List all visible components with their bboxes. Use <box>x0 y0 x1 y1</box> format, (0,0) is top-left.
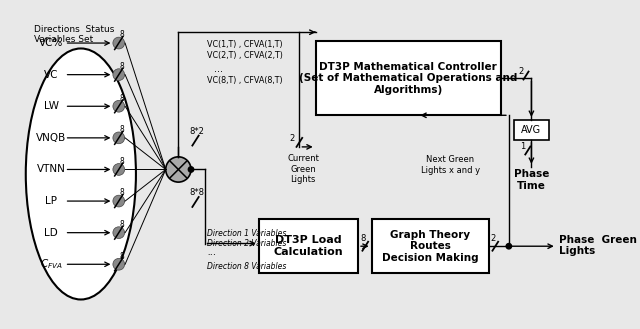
Text: 8*2: 8*2 <box>189 127 204 136</box>
Text: VC(1,T) , CFVA(1,T): VC(1,T) , CFVA(1,T) <box>207 40 283 49</box>
Text: 8: 8 <box>361 235 366 243</box>
Text: 8: 8 <box>119 62 124 71</box>
Text: LW: LW <box>44 101 58 111</box>
Text: LP: LP <box>45 196 57 206</box>
Text: ...: ... <box>207 247 216 257</box>
Text: 8: 8 <box>119 125 124 134</box>
Text: 8: 8 <box>119 252 124 261</box>
Text: 2: 2 <box>289 134 295 143</box>
Text: Phase  Green
Lights: Phase Green Lights <box>559 235 637 256</box>
Ellipse shape <box>26 48 136 299</box>
Circle shape <box>113 100 125 112</box>
Text: 8: 8 <box>119 94 124 103</box>
Text: VC%: VC% <box>39 38 63 48</box>
Text: VC: VC <box>44 70 58 80</box>
Text: 8: 8 <box>119 30 124 39</box>
Bar <box>515 120 548 140</box>
Circle shape <box>188 167 194 172</box>
Text: VC(8,T) , CFVA(8,T): VC(8,T) , CFVA(8,T) <box>207 76 283 86</box>
Circle shape <box>113 37 125 49</box>
Text: 1: 1 <box>520 142 525 151</box>
Text: ...: ... <box>214 64 223 74</box>
Text: Current
Green
Lights: Current Green Lights <box>287 154 319 184</box>
Circle shape <box>506 243 511 249</box>
Circle shape <box>113 132 125 144</box>
Text: Direction 1 Variables
Direction 2 Variables: Direction 1 Variables Direction 2 Variab… <box>207 229 287 248</box>
Text: Next Green
Lights x and y: Next Green Lights x and y <box>420 155 480 175</box>
Text: AVG: AVG <box>522 125 541 135</box>
Text: 2: 2 <box>518 66 524 76</box>
Text: Directions  Status
Variables Set: Directions Status Variables Set <box>34 25 115 44</box>
Text: DT3P Load
Calculation: DT3P Load Calculation <box>273 236 343 257</box>
Text: VTNN: VTNN <box>36 164 65 174</box>
Text: DT3P Mathematical Controller
(Set of Mathematical Operations and
Algorithms): DT3P Mathematical Controller (Set of Mat… <box>299 62 517 95</box>
Bar <box>372 219 489 273</box>
Circle shape <box>113 227 125 239</box>
Circle shape <box>113 69 125 81</box>
Text: VC(2,T) , CFVA(2,T): VC(2,T) , CFVA(2,T) <box>207 51 283 60</box>
Circle shape <box>166 157 191 182</box>
Text: VNQB: VNQB <box>36 133 66 143</box>
Text: Graph Theory
Routes
Decision Making: Graph Theory Routes Decision Making <box>382 230 479 263</box>
Text: 8: 8 <box>119 157 124 166</box>
Bar <box>316 41 500 115</box>
Text: Phase
Time: Phase Time <box>514 169 549 191</box>
Text: $C_{FVA}$: $C_{FVA}$ <box>40 257 63 271</box>
Text: 8*8: 8*8 <box>189 189 204 197</box>
Text: LD: LD <box>44 228 58 238</box>
Bar <box>259 219 358 273</box>
Circle shape <box>113 164 125 175</box>
Text: 8: 8 <box>119 189 124 197</box>
Circle shape <box>113 195 125 207</box>
Text: Direction 8 Variables: Direction 8 Variables <box>207 262 287 270</box>
Circle shape <box>113 258 125 270</box>
Text: 2: 2 <box>491 235 496 243</box>
Text: 8: 8 <box>119 220 124 229</box>
